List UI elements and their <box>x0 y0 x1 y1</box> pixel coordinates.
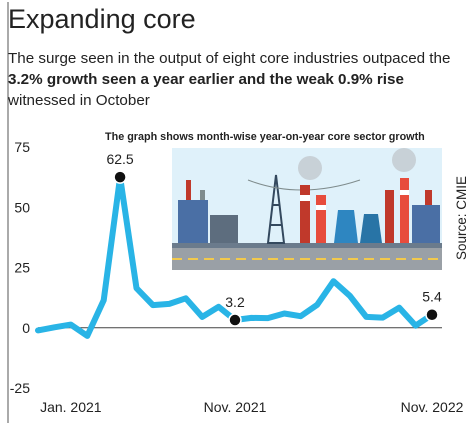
subtitle-text: witnessed in October <box>8 92 150 109</box>
subtitle: The surge seen in the output of eight co… <box>8 48 470 111</box>
value-label: 5.4 <box>422 289 442 305</box>
point-marker <box>228 313 242 327</box>
point-marker <box>425 307 439 322</box>
x-tick-label: Nov. 2021 <box>204 399 267 415</box>
value-label: 3.2 <box>225 294 245 310</box>
chart-title: Expanding core <box>8 4 196 34</box>
x-tick-label: Jan. 2021 <box>40 399 102 415</box>
subtitle-bold: 3.2% growth seen a year earlier and the … <box>8 71 404 88</box>
annotation: The graph shows month-wise year-on-year … <box>105 131 425 143</box>
value-label: 62.5 <box>106 151 133 167</box>
x-tick-label: Nov. 2022 <box>401 399 464 415</box>
y-tick-label: 50 <box>14 199 30 215</box>
y-tick-label: 25 <box>14 260 30 276</box>
source: Source: CMIE <box>454 176 469 260</box>
y-tick-label: 0 <box>22 320 30 336</box>
subtitle-text: The surge seen in the output of eight co… <box>8 50 451 67</box>
y-tick-label: 75 <box>14 139 30 155</box>
point-marker <box>113 170 127 184</box>
y-tick-label: -25 <box>10 380 30 396</box>
illustration <box>172 148 442 270</box>
